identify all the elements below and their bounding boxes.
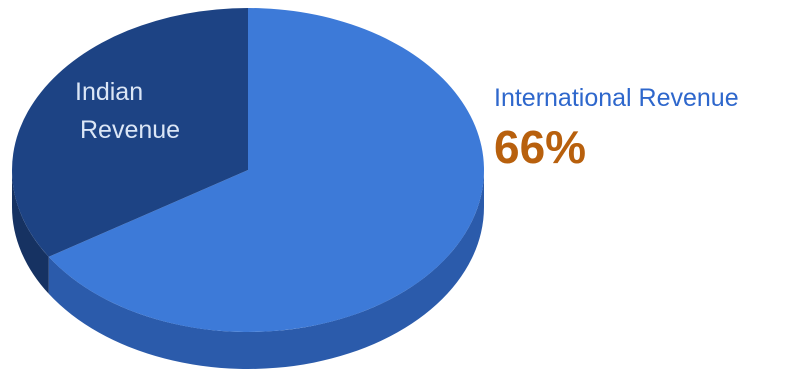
slice-label-international: International Revenue [494,84,739,112]
pie-slice-indian-revenue [12,8,248,257]
pie-side-indian-revenue [12,170,49,294]
slice-label-indian-line-1: Indian [75,78,143,106]
pie-slice-international-revenue [48,8,485,332]
pie-tops [12,8,485,332]
slice-value-label-international: 66% [494,121,586,173]
pie-side-international-revenue [48,170,485,369]
slice-label-indian-line-2: Revenue [80,116,180,144]
pie-sides [12,170,485,369]
